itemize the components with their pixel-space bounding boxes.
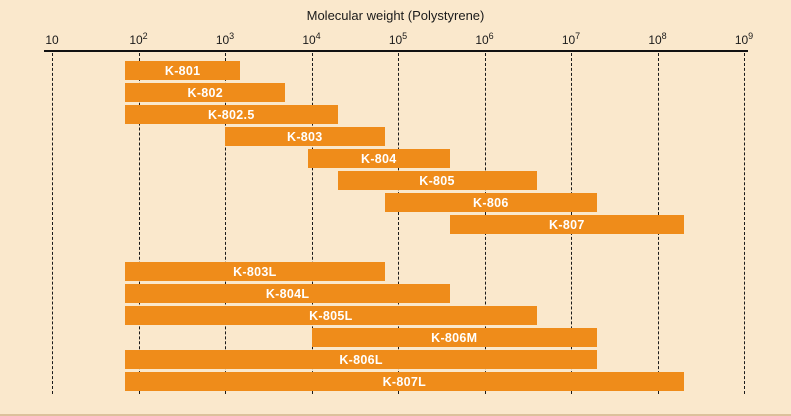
bar-k-806m: K-806M	[311, 328, 598, 347]
gridline-1e9	[744, 53, 745, 394]
bar-label: K-804L	[265, 286, 310, 301]
axis-tick-label-1e3: 103	[215, 31, 235, 48]
axis-tick-label-1e7: 107	[561, 31, 581, 48]
bar-label: K-806	[473, 195, 509, 210]
bar-k-804: K-804	[307, 149, 451, 168]
bar-k-805: K-805	[337, 171, 537, 190]
bar-k-802.5: K-802.5	[125, 105, 338, 124]
bar-k-804l: K-804L	[125, 284, 451, 303]
axis-tick-label-1e5: 105	[388, 31, 408, 48]
bar-k-806l: K-806L	[125, 350, 598, 369]
gridline-1e4	[311, 53, 313, 394]
axis-tick-label-1e9: 109	[734, 31, 754, 48]
axis-tick-label-1e4: 104	[302, 31, 321, 48]
bar-k-807l: K-807L	[125, 372, 684, 391]
bar-label: K-806M	[431, 330, 478, 345]
gridline-1e2	[138, 53, 140, 394]
gridline-1e3	[225, 53, 226, 394]
gridline-1e5	[398, 53, 399, 394]
x-axis-line	[44, 50, 748, 52]
bar-label: K-807L	[382, 374, 427, 389]
chart-title: Molecular weight (Polystyrene)	[306, 8, 485, 23]
bar-k-802: K-802	[125, 83, 286, 102]
bar-k-803: K-803	[225, 127, 385, 146]
bar-label: K-802.5	[208, 107, 255, 122]
bar-k-806: K-806	[384, 193, 598, 212]
bar-label: K-803L	[233, 264, 277, 279]
bar-label: K-805	[419, 173, 455, 188]
bar-k-805l: K-805L	[125, 306, 537, 325]
axis-tick-label-1e2: 102	[129, 31, 148, 48]
bar-k-803l: K-803L	[125, 262, 385, 281]
axis-tick-label-1e1: 10	[45, 33, 59, 47]
bar-k-801: K-801	[125, 61, 241, 80]
bar-label: K-801	[164, 63, 201, 78]
bar-label: K-805L	[309, 308, 353, 323]
axis-tick-label-1e6: 106	[475, 31, 494, 48]
bar-k-807: K-807	[450, 215, 684, 234]
bar-label: K-807	[549, 217, 585, 232]
gridline-1e1	[52, 53, 53, 394]
axis-tick-label-1e8: 108	[648, 31, 667, 48]
bar-label: K-806L	[339, 352, 383, 367]
bar-label: K-802	[187, 85, 224, 100]
bar-label: K-804	[361, 151, 397, 166]
bar-label: K-803	[287, 129, 323, 144]
